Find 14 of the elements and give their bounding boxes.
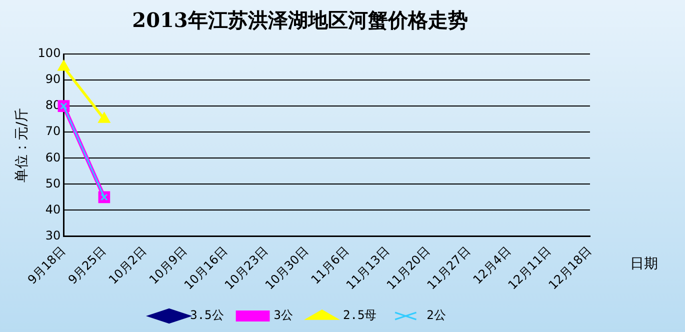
legend-label: 3.5公 xyxy=(190,308,224,322)
y-axis-title: 单位：元/斤 xyxy=(14,108,30,182)
y-tick-label: 100 xyxy=(38,46,61,60)
y-tick-label: 60 xyxy=(45,150,61,164)
y-tick-label: 90 xyxy=(45,72,61,86)
legend-label: 2.5母 xyxy=(343,308,377,322)
x-axis-title: 日期 xyxy=(630,256,658,272)
y-tick-label: 40 xyxy=(45,202,61,216)
chart-title: 2013年江苏洪泽湖地区河蟹价格走势 xyxy=(132,8,468,32)
y-tick-label: 30 xyxy=(45,228,61,242)
legend-label: 3公 xyxy=(274,308,294,322)
y-tick-label: 50 xyxy=(45,176,61,190)
y-tick-label: 70 xyxy=(45,124,61,138)
legend-label: 2公 xyxy=(426,308,446,322)
